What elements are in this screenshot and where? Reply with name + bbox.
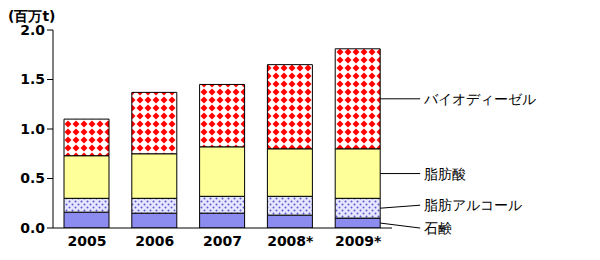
svg-text:0.5: 0.5 (20, 170, 45, 186)
svg-text:2005: 2005 (67, 233, 106, 249)
svg-text:2008*: 2008* (267, 233, 314, 249)
svg-text:バイオディーゼル: バイオディーゼル (423, 91, 536, 107)
svg-text:0.0: 0.0 (20, 220, 45, 236)
svg-text:石鹸: 石鹸 (424, 220, 452, 236)
svg-text:脂肪アルコール: 脂肪アルコール (424, 197, 522, 213)
svg-text:1.0: 1.0 (20, 121, 45, 137)
svg-text:2009*: 2009* (335, 233, 382, 249)
svg-text:2.0: 2.0 (20, 22, 45, 38)
svg-text:2006: 2006 (135, 233, 174, 249)
html-text:(百万t): (百万t) (8, 8, 56, 24)
svg-text:1.5: 1.5 (20, 71, 45, 87)
svg-text:脂肪酸: 脂肪酸 (424, 166, 466, 182)
svg-text:2007: 2007 (203, 233, 242, 249)
